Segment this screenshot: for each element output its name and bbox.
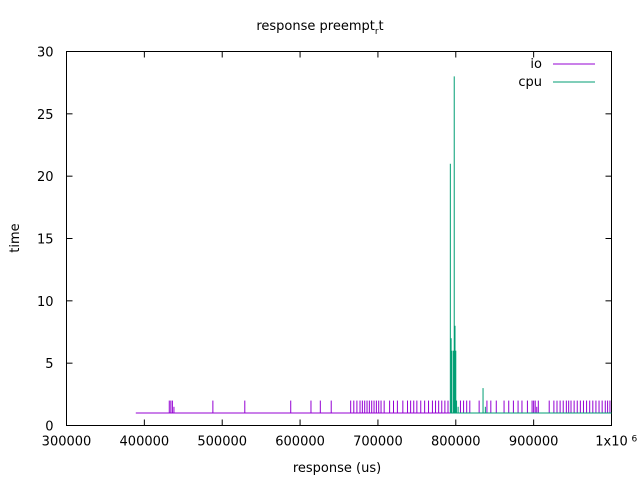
x-axis-label: response (us) xyxy=(293,461,381,476)
x-tick-label: 500000 xyxy=(197,435,247,450)
legend-label-cpu: cpu xyxy=(518,75,542,90)
axis-ticks: 0 5 10 15 20 25 30 300000 400000 500000 600000 7000… xyxy=(37,46,638,450)
x-tick-label: 300000 xyxy=(42,435,92,450)
y-tick-label: 20 xyxy=(37,170,54,185)
chart-title-suffix: t xyxy=(379,19,384,34)
chart-title: response preemptrt xyxy=(256,19,383,37)
y-axis-label: time xyxy=(8,223,23,252)
y-tick-label: 5 xyxy=(45,357,53,372)
x-tick-label: 700000 xyxy=(353,435,403,450)
svg-text:response preemptrt: response preemptrt xyxy=(256,19,383,37)
chart-title-subscript: r xyxy=(375,27,379,37)
x-tick-label: 800000 xyxy=(431,435,481,450)
x-tick-exponent: 6 xyxy=(632,435,638,445)
y-tick-label: 30 xyxy=(37,46,54,61)
series-cpu xyxy=(449,76,612,414)
x-tick-label: 400000 xyxy=(120,435,170,450)
series-layer xyxy=(135,76,612,414)
x-tick-label: 1x10 xyxy=(595,435,628,450)
y-tick-label: 25 xyxy=(37,108,54,123)
y-tick-label: 15 xyxy=(37,233,54,248)
legend: io cpu xyxy=(518,57,595,90)
x-tick-label: 600000 xyxy=(275,435,325,450)
y-tick-label: 10 xyxy=(37,295,54,310)
legend-label-io: io xyxy=(530,57,542,72)
series-io xyxy=(135,400,612,414)
x-tick-label: 900000 xyxy=(509,435,559,450)
plot-frame xyxy=(66,51,612,426)
y-tick-label: 0 xyxy=(45,420,53,435)
chart-title-main: response preempt xyxy=(256,19,375,34)
